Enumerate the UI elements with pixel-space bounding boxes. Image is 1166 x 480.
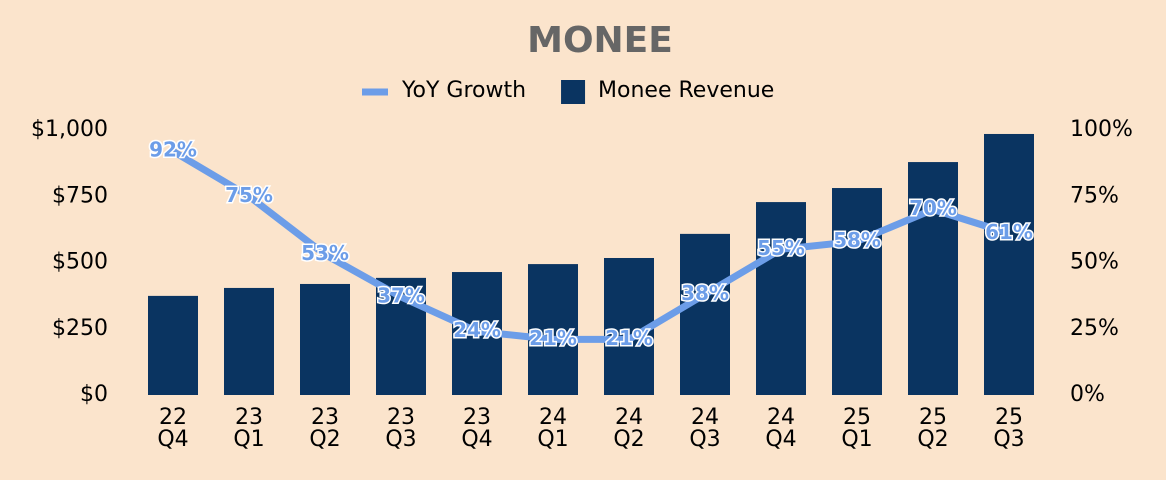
legend-swatch: [561, 80, 586, 104]
y2-tick-label: 0%: [1070, 382, 1105, 407]
data-label: 70%: [909, 196, 957, 220]
x-tick-label: 25: [995, 405, 1023, 430]
x-tick-label: Q4: [765, 427, 796, 452]
x-tick-label: 22: [159, 405, 187, 430]
x-tick-label: 23: [387, 405, 415, 430]
legend-label: Monee Revenue: [598, 78, 774, 103]
x-tick-label: Q1: [233, 427, 264, 452]
y-tick-label: $500: [52, 250, 108, 275]
data-label: 55%: [757, 236, 805, 260]
x-tick-label: Q4: [461, 427, 492, 452]
x-tick-label: 24: [615, 405, 643, 430]
data-label: 24%: [453, 318, 501, 342]
data-label: 58%: [833, 228, 881, 252]
y2-tick-label: 25%: [1070, 316, 1119, 341]
bar: [148, 295, 198, 395]
x-tick-label: 23: [463, 405, 491, 430]
bar: [680, 233, 730, 395]
legend: YoY Growth Monee Revenue: [362, 78, 774, 104]
x-tick-label: Q2: [309, 427, 340, 452]
x-tick-label: 23: [311, 405, 339, 430]
data-label: 21%: [605, 326, 653, 350]
x-tick-label: 24: [767, 405, 795, 430]
x-tick-label: Q1: [841, 427, 872, 452]
x-tick-label: Q4: [157, 427, 188, 452]
bar: [528, 264, 578, 395]
bar: [224, 287, 274, 395]
x-tick-label: Q3: [385, 427, 416, 452]
y2-tick-label: 50%: [1070, 250, 1119, 275]
data-label: 61%: [985, 220, 1033, 244]
y-tick-label: $1,000: [31, 117, 108, 142]
data-label: 92%: [149, 138, 197, 162]
x-tick-label: Q2: [613, 427, 644, 452]
y2-tick-label: 100%: [1070, 117, 1133, 142]
y-tick-label: $0: [80, 382, 108, 407]
y-tick-label: $250: [52, 316, 108, 341]
legend-label: YoY Growth: [401, 78, 526, 103]
data-label: 38%: [681, 281, 729, 305]
x-tick-label: Q1: [537, 427, 568, 452]
x-tick-label: 24: [539, 405, 567, 430]
chart-title: MONEE: [527, 20, 673, 61]
bar: [984, 133, 1034, 395]
bar: [300, 283, 350, 395]
bar: [908, 162, 958, 395]
bar: [832, 188, 882, 395]
x-tick-label: 24: [691, 405, 719, 430]
x-tick-label: Q3: [689, 427, 720, 452]
data-label: 75%: [225, 183, 273, 207]
line: [171, 148, 1011, 343]
x-tick-label: Q3: [993, 427, 1024, 452]
x-tick-label: 25: [919, 405, 947, 430]
data-label: 53%: [301, 241, 349, 265]
x-tick-label: 25: [843, 405, 871, 430]
y-tick-label: $750: [52, 183, 108, 208]
x-tick-label: Q2: [917, 427, 948, 452]
data-label: 21%: [529, 326, 577, 350]
data-label: 37%: [377, 283, 425, 307]
x-tick-label: 23: [235, 405, 263, 430]
bar: [756, 202, 806, 395]
y2-tick-label: 75%: [1070, 183, 1119, 208]
